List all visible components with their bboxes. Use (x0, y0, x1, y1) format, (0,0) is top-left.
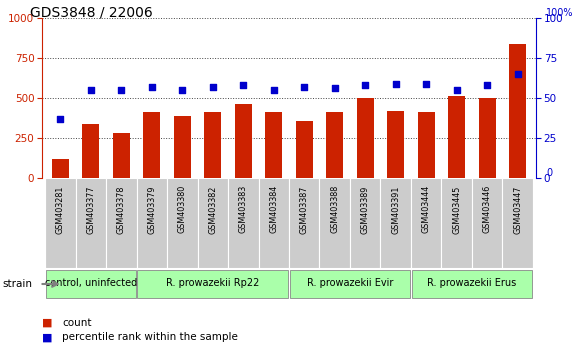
Text: R. prowazekii Rp22: R. prowazekii Rp22 (166, 278, 260, 289)
Text: 0: 0 (546, 168, 552, 178)
Text: GSM403379: GSM403379 (147, 185, 156, 234)
Bar (350, 178, 381, 268)
Text: control, uninfected: control, uninfected (45, 278, 137, 289)
Text: 100%: 100% (546, 8, 573, 18)
Bar (442, 178, 472, 268)
Text: GSM403382: GSM403382 (208, 185, 217, 234)
Bar (259, 178, 289, 268)
Point (361, 82, 370, 88)
Text: percentile rank within the sample: percentile rank within the sample (62, 332, 238, 342)
Point (330, 86, 339, 91)
Bar (289, 178, 320, 268)
Bar (198, 178, 228, 268)
Bar (106, 178, 137, 268)
Bar (144, 112, 160, 178)
Bar (296, 121, 313, 178)
Bar (472, 178, 503, 268)
Bar (45, 178, 76, 268)
Point (483, 82, 492, 88)
Bar (388, 111, 404, 178)
Text: ■: ■ (42, 318, 56, 328)
Bar (113, 133, 130, 178)
Bar (266, 112, 282, 178)
Point (300, 84, 309, 90)
Point (452, 87, 461, 93)
Point (513, 71, 522, 77)
Bar (411, 178, 442, 268)
Bar (327, 112, 343, 178)
Bar (357, 98, 374, 178)
Text: GSM403377: GSM403377 (87, 185, 95, 234)
Point (269, 87, 278, 93)
Bar (320, 178, 350, 268)
Point (208, 84, 217, 90)
Bar (137, 178, 167, 268)
Text: GSM403446: GSM403446 (483, 185, 492, 233)
Text: GSM403281: GSM403281 (56, 185, 65, 234)
Text: GSM403445: GSM403445 (452, 185, 461, 234)
Point (86, 87, 95, 93)
Text: GSM403388: GSM403388 (330, 185, 339, 233)
Bar (167, 178, 198, 268)
Point (117, 87, 126, 93)
Bar (137, 270, 288, 298)
Bar (479, 98, 496, 178)
Bar (449, 96, 465, 178)
Bar (510, 44, 526, 178)
Bar (411, 270, 532, 298)
Text: R. prowazekii Erus: R. prowazekii Erus (428, 278, 517, 289)
Bar (503, 178, 533, 268)
Text: GSM403380: GSM403380 (178, 185, 187, 233)
Text: count: count (62, 318, 92, 328)
Bar (83, 124, 99, 178)
Point (391, 81, 400, 86)
Bar (46, 270, 136, 298)
Bar (76, 178, 106, 268)
Text: GSM403384: GSM403384 (269, 185, 278, 233)
Text: GSM403378: GSM403378 (117, 185, 125, 234)
Point (422, 81, 431, 86)
Text: GSM403387: GSM403387 (300, 185, 309, 234)
Point (178, 87, 187, 93)
Text: GSM403383: GSM403383 (239, 185, 248, 233)
Text: GSM403389: GSM403389 (361, 185, 370, 234)
Point (239, 82, 248, 88)
Bar (174, 116, 191, 178)
Text: R. prowazekii Evir: R. prowazekii Evir (307, 278, 393, 289)
Bar (235, 104, 252, 178)
Point (147, 84, 156, 90)
Text: GSM403391: GSM403391 (391, 185, 400, 234)
Text: strain: strain (3, 279, 33, 289)
Bar (418, 112, 435, 178)
Bar (228, 178, 259, 268)
Text: GDS3848 / 22006: GDS3848 / 22006 (30, 5, 153, 19)
Point (56, 116, 65, 122)
Bar (205, 112, 221, 178)
Bar (289, 270, 410, 298)
Text: ■: ■ (42, 332, 56, 342)
Bar (381, 178, 411, 268)
Bar (52, 159, 69, 178)
Text: GSM403447: GSM403447 (513, 185, 522, 234)
Text: GSM403444: GSM403444 (422, 185, 431, 233)
